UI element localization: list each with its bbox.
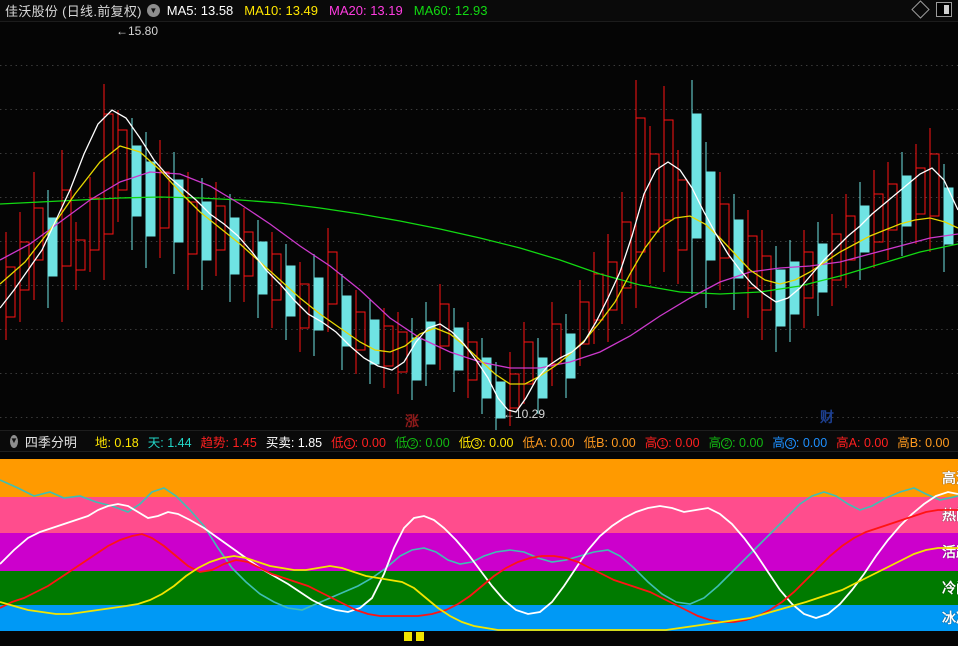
zone-band-2 bbox=[0, 533, 958, 571]
indicator-chart-pane[interactable]: 高温热门活跃冷门冰冻 财富池 cfchi.com 指标交易平台 bbox=[0, 452, 958, 646]
indicator-value-0: 地: 0.18 bbox=[94, 435, 139, 450]
tian-line bbox=[0, 479, 958, 611]
price-chart-pane[interactable]: ←15.80 ←10.29 涨 财 bbox=[0, 22, 958, 430]
di-line bbox=[0, 547, 958, 631]
chevron-down-icon[interactable]: ▼ bbox=[10, 434, 18, 448]
ma-legend-1: MA10: 13.49 bbox=[244, 3, 319, 18]
zone-band-group: 高温热门活跃冷门冰冻 bbox=[0, 459, 958, 631]
indicator-curves-svg bbox=[0, 479, 958, 631]
indicator-value-7: 低A: 0.00 bbox=[522, 435, 575, 450]
zone-band-label-0: 高温 bbox=[942, 470, 958, 486]
candlestick-series bbox=[5, 80, 954, 430]
indicator-value-2: 趋势: 1.45 bbox=[200, 435, 257, 450]
indicator-value-13: 高B: 0.00 bbox=[897, 435, 950, 450]
indicator-value-12: 高A: 0.00 bbox=[836, 435, 889, 450]
indicator-value-3: 买卖: 1.85 bbox=[265, 435, 323, 450]
maimai-line bbox=[0, 491, 958, 619]
zone-band-label-1: 热门 bbox=[942, 507, 958, 523]
header-icon-group bbox=[911, 0, 952, 19]
ma-legend-0: MA5: 13.58 bbox=[166, 3, 234, 18]
indicator-value-8: 低B: 0.00 bbox=[583, 435, 636, 450]
ma5-line bbox=[0, 109, 958, 413]
ma-legend-3: MA60: 12.93 bbox=[413, 3, 488, 18]
zone-band-label-3: 冷门 bbox=[942, 580, 958, 596]
ma-legend-2: MA20: 13.19 bbox=[329, 3, 403, 18]
signal-marker-1 bbox=[404, 632, 412, 641]
chevron-down-icon[interactable]: ▼ bbox=[146, 4, 160, 17]
indicator-header-bar: ▼ 四季分明 地: 0.18 天: 1.44 趋势: 1.45 买卖: 1.85 低 1:… bbox=[0, 430, 958, 452]
chart-header-bar: 佳沃股份 (日线.前复权) ▼ MA5: 13.58 MA10: 13.49 MA2… bbox=[0, 0, 958, 22]
indicator-value-1: 天: 1.44 bbox=[147, 435, 192, 450]
zone-band-label-4: 冰冻 bbox=[942, 610, 958, 626]
qushi-line bbox=[0, 509, 958, 623]
ma20-line bbox=[0, 171, 958, 369]
indicator-name[interactable]: 四季分明 bbox=[24, 434, 77, 450]
symbol-title[interactable]: 佳沃股份 (日线.前复权) bbox=[5, 4, 142, 19]
zone-band-0 bbox=[0, 459, 958, 497]
layout-panel-icon[interactable] bbox=[936, 2, 952, 17]
price-chart-svg bbox=[0, 22, 958, 430]
diamond-icon[interactable] bbox=[911, 0, 930, 19]
signal-marker-2 bbox=[416, 632, 424, 641]
ma60-line bbox=[0, 196, 958, 295]
